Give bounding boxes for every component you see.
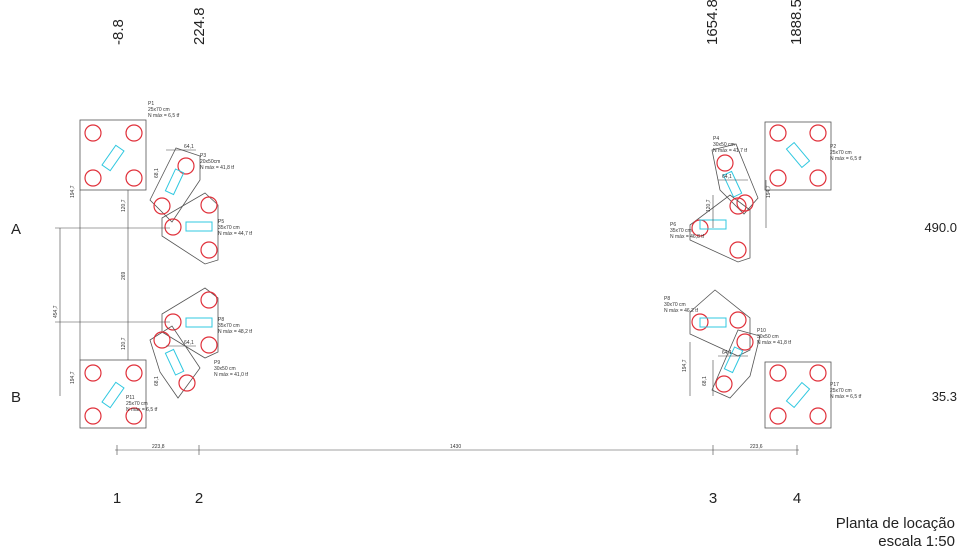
cap-load: N máx = 41,8 tf	[757, 340, 792, 346]
cap-p1	[79, 119, 147, 191]
cap-p3	[149, 147, 201, 223]
cap-label: P17	[830, 382, 839, 388]
dimension-label: 194,7	[70, 185, 76, 198]
cap-size: 20x50cm	[200, 159, 220, 165]
cap-size: 25x70 cm	[126, 401, 148, 407]
cap-p6	[689, 194, 751, 263]
dimension-label: 223,8	[152, 444, 165, 450]
cap-load: N máx = 48,2 tf	[218, 329, 253, 335]
cap-load: N máx = 46,2 tf	[664, 308, 699, 314]
dimension-label: 68,1	[702, 376, 708, 386]
cap-p17	[764, 361, 832, 429]
cap-size: 35x70 cm	[218, 225, 240, 231]
dimension-label: 64,1	[722, 174, 732, 180]
cap-label: P10	[757, 328, 766, 334]
cap-load: N máx = 6,5 tf	[830, 394, 862, 400]
cap-load: N máx = 44,7 tf	[218, 231, 253, 237]
cap-p11	[79, 359, 147, 429]
dimension-label: 64,1	[722, 350, 732, 356]
cap-p9	[149, 325, 201, 399]
dimension-label: 64,1	[184, 340, 194, 346]
cap-size: 35x70 cm	[218, 323, 240, 329]
cap-label: P8	[664, 296, 670, 302]
cap-label: P9	[214, 360, 220, 366]
cap-size: 30x50 cm	[757, 334, 779, 340]
cap-label: P3	[200, 153, 206, 159]
cap-load: N máx = 6,5 tf	[126, 407, 158, 413]
cap-size: 35x70 cm	[670, 228, 692, 234]
cap-load: N máx = 41,8 tf	[200, 165, 235, 171]
cap-p8-right	[689, 289, 751, 357]
column-label: 3	[709, 490, 717, 507]
dimension-label: 120,7	[121, 199, 127, 212]
drawing	[55, 119, 832, 455]
cap-load: N máx = 41,0 tf	[214, 372, 249, 378]
dimension-label: 64,1	[184, 144, 194, 150]
dimension-label: 120,7	[706, 199, 712, 212]
cap-size: 30x50 cm	[713, 142, 735, 148]
row-label: B	[11, 389, 21, 406]
cap-p5	[161, 192, 219, 265]
dimension-label: 194,7	[766, 185, 772, 198]
cap-label: P1	[148, 101, 154, 107]
dimension-label: 223,6	[750, 444, 763, 450]
cap-size: 25x70 cm	[830, 150, 852, 156]
cap-load: N máx = 6,5 tf	[148, 113, 180, 119]
dimension-label: 194,7	[682, 359, 688, 372]
cap-load: N máx = 6,5 tf	[830, 156, 862, 162]
dimension-label: 1430	[450, 444, 461, 450]
column-label: 1	[113, 490, 121, 507]
dimension-label: 194,7	[70, 371, 76, 384]
dimension-label: 454,7	[53, 305, 59, 318]
cap-load: N máx = 46,8 tf	[670, 234, 705, 240]
coord-top: 224.8	[191, 7, 208, 45]
column-label: 2	[195, 490, 203, 507]
coord-top: 1654.8	[704, 0, 721, 45]
cap-label: P11	[126, 395, 135, 401]
labels: -8.8 224.8 1654.8 1888.5 A B 490.0 35.3 …	[11, 0, 957, 550]
coord-top: 1888.5	[788, 0, 805, 45]
plan-title: Planta de locação	[836, 515, 955, 532]
cap-load: N máx = 41,7 tf	[713, 148, 748, 154]
dimension-label: 68,1	[154, 376, 160, 386]
dimension-label: 68,1	[154, 168, 160, 178]
row-label: A	[11, 221, 21, 238]
dimension-label: 120,7	[121, 337, 127, 350]
cap-label: P4	[713, 136, 719, 142]
cap-label: P2	[830, 144, 836, 150]
cap-p10	[711, 329, 761, 399]
column-label: 4	[793, 490, 801, 507]
cap-size: 25x70 cm	[830, 388, 852, 394]
cap-size: 30x50 cm	[214, 366, 236, 372]
cap-p2	[764, 121, 832, 191]
dimension-label: 269	[121, 271, 127, 280]
cap-p8	[161, 287, 219, 359]
row-value: 35.3	[932, 389, 957, 404]
cap-label: P5	[218, 219, 224, 225]
cap-p4	[711, 143, 759, 215]
coord-top: -8.8	[110, 19, 127, 45]
cap-label: P8	[218, 317, 224, 323]
plan-scale: escala 1:50	[878, 533, 955, 550]
row-value: 490.0	[924, 220, 957, 235]
cap-size: 30x70 cm	[664, 302, 686, 308]
cap-label: P6	[670, 222, 676, 228]
cap-size: 25x70 cm	[148, 107, 170, 113]
